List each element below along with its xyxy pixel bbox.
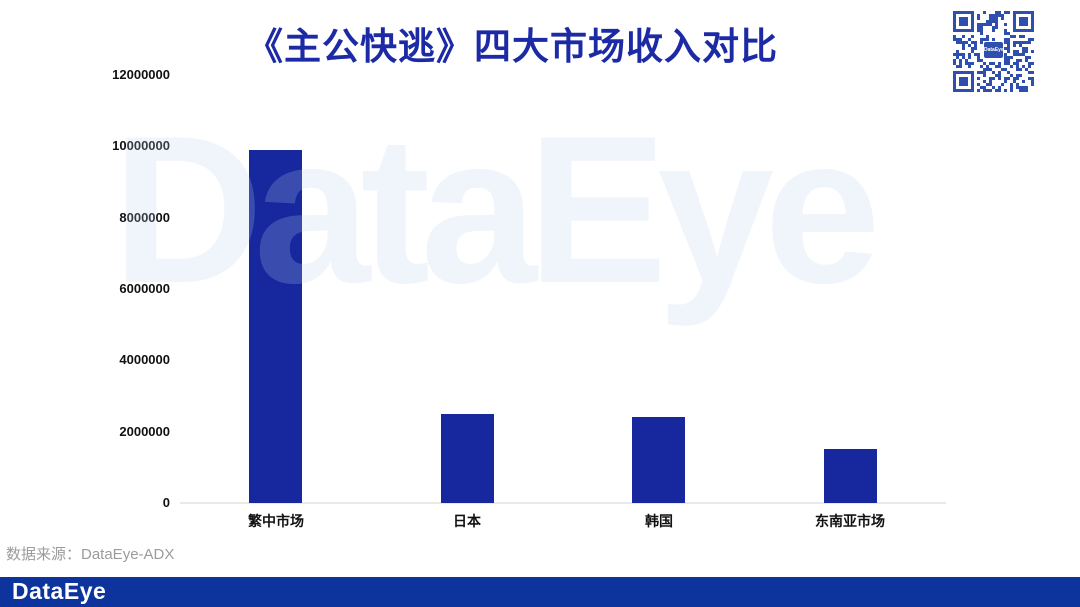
x-tick-label: 日本	[453, 513, 481, 529]
footer-bar: DataEye	[0, 577, 1080, 607]
footer-logo: DataEye	[12, 578, 107, 604]
y-tick-label: 2000000	[119, 423, 170, 439]
x-tick-label: 东南亚市场	[815, 513, 885, 529]
x-axis-line	[180, 502, 946, 504]
y-tick-label: 12000000	[112, 67, 170, 82]
chart-title: 《主公快逃》四大市场收入对比	[246, 26, 778, 67]
x-tick-label: 繁中市场	[248, 513, 304, 529]
y-tick-label: 8000000	[119, 209, 170, 225]
bar-东南亚市场	[824, 449, 877, 503]
data-source-note: 数据来源：DataEye-ADX	[6, 546, 175, 563]
qr-pattern	[950, 8, 1037, 95]
y-tick-label: 4000000	[119, 352, 170, 368]
y-tick-label: 0	[162, 495, 170, 510]
qr-center-logo: DataEye	[983, 41, 1004, 59]
bar-韩国	[632, 417, 685, 503]
bar-繁中市场	[249, 150, 302, 503]
bar-日本	[441, 414, 494, 503]
y-tick-label: 6000000	[119, 281, 170, 296]
x-tick-label: 韩国	[645, 513, 673, 529]
qr-code-icon: DataEye	[950, 8, 1037, 95]
y-tick-label: 10000000	[112, 138, 170, 154]
